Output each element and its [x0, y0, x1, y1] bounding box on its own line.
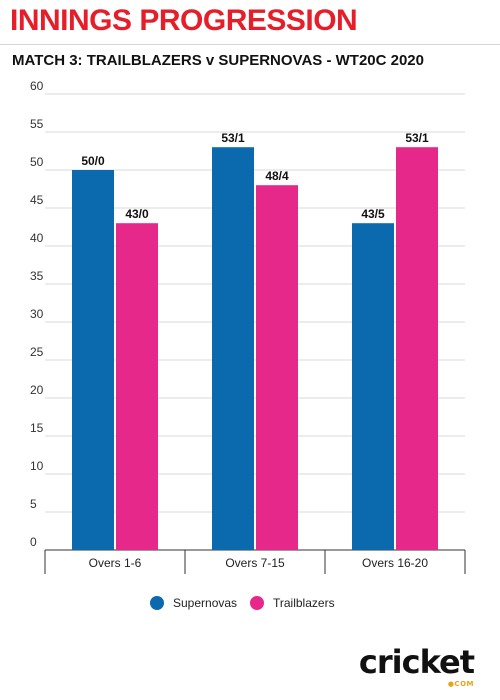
y-tick-label: 35	[30, 269, 44, 283]
logo-subtext: ●COM	[447, 680, 474, 688]
y-tick-label: 0	[30, 535, 37, 549]
logo-text: cricket	[358, 643, 475, 681]
y-tick-label: 25	[30, 345, 44, 359]
y-tick-label: 40	[30, 231, 44, 245]
y-tick-label: 10	[30, 459, 44, 473]
data-label: 48/4	[265, 169, 289, 183]
y-tick-label: 55	[30, 117, 44, 131]
y-tick-label: 15	[30, 421, 44, 435]
bar-trailblazers	[256, 185, 298, 550]
y-tick-label: 60	[30, 79, 44, 93]
bar-supernovas	[72, 170, 114, 550]
cricket-com-logo: cricket ●COM	[358, 643, 475, 688]
bar-supernovas	[352, 223, 394, 550]
title-divider	[0, 44, 500, 45]
data-label: 43/5	[361, 207, 385, 221]
legend-swatch-trailblazers	[250, 596, 264, 610]
legend-item-trailblazers: Trailblazers	[250, 596, 335, 610]
legend-item-supernovas: Supernovas	[150, 596, 237, 610]
chart-legend: Supernovas Trailblazers	[0, 596, 500, 618]
bar-trailblazers	[116, 223, 158, 550]
data-label: 53/1	[405, 131, 429, 145]
y-tick-label: 30	[30, 307, 44, 321]
legend-label-trailblazers: Trailblazers	[273, 596, 335, 610]
y-tick-label: 50	[30, 155, 44, 169]
legend-label-supernovas: Supernovas	[173, 596, 238, 610]
data-label: 43/0	[125, 207, 149, 221]
legend-swatch-supernovas	[150, 596, 164, 610]
bar-trailblazers	[396, 147, 438, 550]
chart-title: INNINGS PROGRESSION	[10, 4, 358, 37]
x-tick-label: Overs 1-6	[89, 556, 142, 570]
x-tick-label: Overs 16-20	[362, 556, 428, 570]
y-tick-label: 5	[30, 497, 37, 511]
bar-supernovas	[212, 147, 254, 550]
y-tick-label: 20	[30, 383, 44, 397]
data-label: 50/0	[81, 154, 105, 168]
x-tick-label: Overs 7-15	[225, 556, 285, 570]
y-tick-label: 45	[30, 193, 44, 207]
chart-subtitle: MATCH 3: TRAILBLAZERS v SUPERNOVAS - WT2…	[12, 52, 424, 69]
data-label: 53/1	[221, 131, 245, 145]
